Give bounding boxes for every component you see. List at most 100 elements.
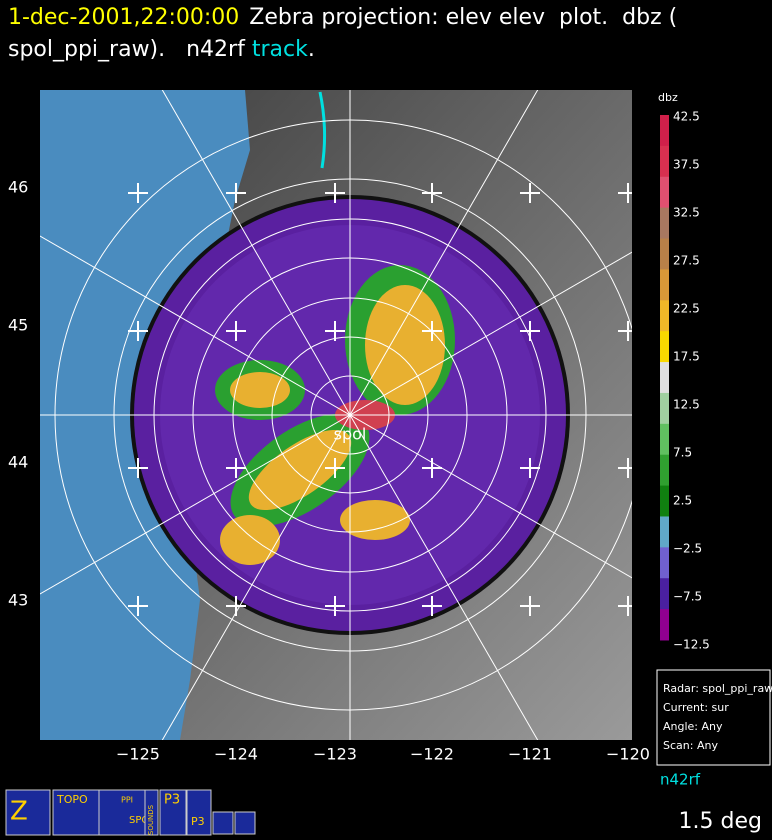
grid-cross: [226, 596, 246, 616]
toolbar-icon[interactable]: P3: [186, 789, 212, 836]
toolbar-icon[interactable]: TOPO: [52, 789, 100, 836]
info-line: Angle: Any: [663, 720, 723, 733]
colorbar-title: dbz: [658, 91, 678, 104]
colorbar-swatch: [660, 331, 669, 363]
radar-label: spol: [334, 425, 367, 444]
timestamp: 1-dec-2001,22:00:00: [8, 5, 239, 30]
colorbar-label: 17.5: [673, 350, 700, 364]
icon-label: PPI: [121, 796, 133, 805]
grid-cross: [520, 596, 540, 616]
colorbar-swatch: [660, 207, 669, 240]
lon-label: −123: [313, 745, 357, 764]
radar-echo: [230, 372, 290, 408]
icon-box: [144, 789, 159, 836]
colorbar-label: 22.5: [673, 302, 700, 316]
map: [40, 90, 632, 740]
radar-echo: [365, 285, 445, 405]
grid-cross: [128, 321, 148, 341]
colorbar-swatch: [660, 578, 669, 610]
lon-label: −124: [214, 745, 258, 764]
description: Zebra projection: elev elev plot. dbz (: [249, 5, 677, 30]
lat-label: 44: [8, 453, 28, 472]
lat-label: 45: [8, 316, 28, 335]
colorbar-label: 37.5: [673, 158, 700, 172]
toolbar-icon[interactable]: SOUNDS: [144, 789, 159, 836]
colorbar-swatch: [660, 269, 669, 301]
colorbar-swatch: [660, 423, 669, 456]
colorbar-label: −12.5: [673, 638, 710, 652]
icon-label: TOPO: [56, 793, 88, 806]
icon-grid: [234, 811, 256, 835]
toolbar-icon[interactable]: Z: [5, 789, 51, 836]
info-line: Scan: Any: [663, 739, 718, 752]
radar-echo: [220, 515, 280, 565]
grid-cross: [520, 183, 540, 203]
aircraft-track: [318, 91, 327, 169]
colorbar-label: −2.5: [673, 542, 702, 556]
icon-label: SPOL: [129, 815, 155, 826]
colorbar-swatch: [660, 115, 669, 147]
radar-echo: [248, 429, 352, 511]
grid-cross: [128, 458, 148, 478]
grid-cross: [422, 183, 442, 203]
icon-box: [52, 789, 100, 836]
grid-cross: [128, 183, 148, 203]
icon-label: Z: [10, 797, 28, 827]
icon-box: [159, 789, 187, 836]
info-line: Radar: spol_ppi_raw: [663, 682, 772, 695]
colorbar-label: 27.5: [673, 254, 700, 268]
track-name: n42rf: [660, 771, 701, 789]
grid-cross: [520, 458, 540, 478]
source: spol_ppi_raw). n42rf: [8, 37, 252, 62]
grid-cross: [325, 321, 345, 341]
lat-label: 43: [8, 591, 28, 610]
lon-label: −120: [606, 745, 650, 764]
azimuth-line: [161, 90, 539, 740]
icon-rings: [212, 811, 234, 835]
lon-label: −122: [410, 745, 454, 764]
lon-label: −125: [116, 745, 160, 764]
icon-label: P3: [191, 815, 205, 828]
radar-echo: [340, 500, 410, 540]
range-rings: [40, 90, 632, 740]
grid-cross: [422, 321, 442, 341]
elevation: 1.5 deg: [679, 809, 762, 834]
colorbar-swatch: [660, 485, 669, 517]
grid-cross: [325, 596, 345, 616]
period: .: [308, 37, 315, 62]
toolbar-icon[interactable]: [212, 811, 234, 835]
grid-cross: [325, 183, 345, 203]
colorbar-swatch: [660, 362, 669, 394]
toolbar-icon[interactable]: P3: [159, 789, 187, 836]
grid-cross: [618, 321, 632, 341]
colorbar-swatch: [660, 300, 669, 332]
colorbar-swatch: [660, 609, 669, 641]
grid-cross: [618, 596, 632, 616]
icon-box: [5, 789, 51, 836]
header-line-2: spol_ppi_raw). n42rf track.: [8, 37, 315, 62]
colorbar-swatch: [660, 547, 669, 579]
icon-label: P3: [164, 793, 180, 808]
icon-box: [98, 789, 146, 836]
grid-cross: [618, 458, 632, 478]
grid-cross: [422, 458, 442, 478]
lon-label: −121: [508, 745, 552, 764]
grid-cross: [325, 458, 345, 478]
info-box: [656, 669, 771, 766]
grid-cross: [226, 183, 246, 203]
icon-box: [186, 789, 212, 836]
colorbar-swatch: [660, 392, 669, 425]
colorbar-swatch: [660, 176, 669, 209]
toolbar-icon[interactable]: [234, 811, 256, 835]
toolbar-icon[interactable]: PPI SPOL: [98, 789, 155, 836]
colorbar-label: 12.5: [673, 398, 700, 412]
grid-cross: [226, 321, 246, 341]
track-link: track: [252, 37, 308, 62]
grid-cross: [226, 458, 246, 478]
colorbar-swatch: [660, 238, 669, 270]
colorbar-swatch: [660, 516, 669, 548]
colorbar-swatch: [660, 145, 669, 178]
